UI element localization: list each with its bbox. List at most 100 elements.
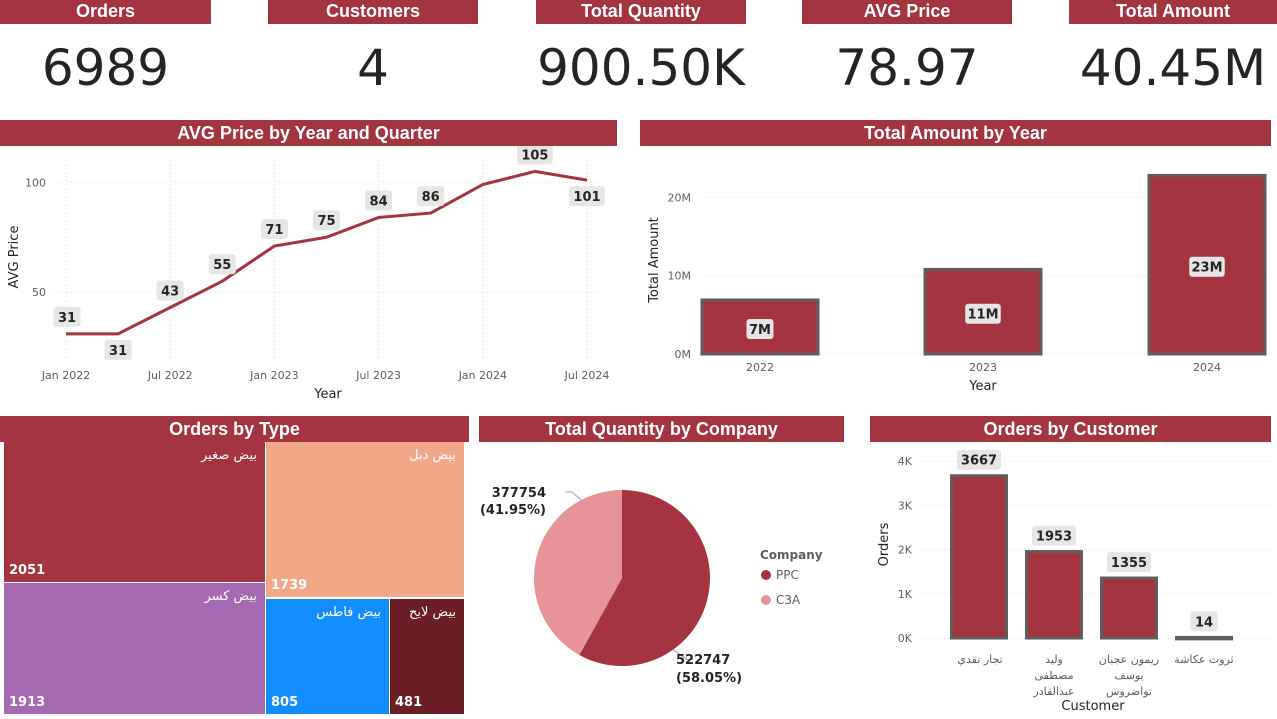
y-axis-title: AVG Price xyxy=(7,226,22,289)
data-label: 3667 xyxy=(957,449,1001,470)
x-tick-label: ثروت عكاشة xyxy=(1174,653,1233,666)
data-label: 31 xyxy=(104,339,132,360)
y-tick-label: 20M xyxy=(668,191,692,204)
data-label: 75 xyxy=(313,210,340,231)
data-label-bg xyxy=(365,190,393,211)
data-label: 14 xyxy=(1190,611,1218,632)
kpi-avg-price-header: AVG Price xyxy=(802,0,1012,24)
y-tick-label: 10M xyxy=(668,270,692,283)
x-tick-label: وليد xyxy=(1045,653,1063,666)
data-label-bg xyxy=(965,303,1001,324)
orders-by-customer-bar-chart[interactable]: 0K 1K 2K 3K 4K Orders Customer 3667 تجار نقدي 195… xyxy=(870,442,1277,719)
data-label: 1953 xyxy=(1032,525,1076,546)
pie-chart-title: Total Quantity by Company xyxy=(479,416,844,442)
data-label-bg xyxy=(746,318,774,339)
legend-item[interactable]: C3A xyxy=(776,593,801,607)
series-line[interactable] xyxy=(66,169,588,336)
bar[interactable] xyxy=(1175,635,1233,641)
data-label-bg xyxy=(569,186,605,207)
data-label-bg xyxy=(517,146,553,165)
data-label: 31 xyxy=(53,306,81,327)
treemap-cell-value: 2051 xyxy=(9,563,46,578)
total-quantity-pie-chart[interactable]: 522747 (58.05%) 377754 (41.95%) Company PPC C3… xyxy=(479,442,849,719)
kpi-total-quantity-value: 900.50K xyxy=(537,39,745,97)
x-tick-label: Jul 2023 xyxy=(355,369,401,382)
x-tick-label: يوسف xyxy=(1114,669,1143,682)
treemap-cell[interactable]: بيض فاطس 805 xyxy=(266,599,389,714)
data-label: 55 xyxy=(208,254,236,275)
legend-item[interactable]: PPC xyxy=(776,568,799,582)
data-label: 23M xyxy=(1189,256,1225,277)
total-amount-bar-chart[interactable]: 0M 10M 20M Total Amount Year 2022 7M 2023 11M 202… xyxy=(640,146,1277,410)
treemap-cell-value: 805 xyxy=(271,695,299,710)
x-tick-label: تجار نقدي xyxy=(957,653,1002,666)
data-label-bg xyxy=(156,280,184,301)
data-label: 86 xyxy=(417,186,445,207)
data-label-bg xyxy=(104,339,132,360)
bar[interactable] xyxy=(950,474,1008,640)
treemap-cell[interactable]: بيض دبل 1739 xyxy=(266,442,464,597)
customer-bar-chart-title: Orders by Customer xyxy=(870,416,1271,442)
treemap-cell[interactable]: بيض لايح 481 xyxy=(390,599,464,714)
x-tick-label: عبدالقادر xyxy=(1032,685,1074,698)
bar[interactable] xyxy=(1025,550,1083,640)
data-label-bg xyxy=(313,210,340,231)
data-label-bg xyxy=(417,186,445,207)
x-tick-label: Jul 2024 xyxy=(564,369,610,382)
orders-treemap[interactable]: بيض صغير 2051 بيض دبل 1739 بيض كسر 1913 … xyxy=(0,442,470,719)
data-label: 71 xyxy=(260,219,288,240)
pie-percent-label: (41.95%) xyxy=(480,503,546,518)
avg-price-line-chart[interactable]: Jan 2022 Jul 2022 Jan 2023 Jul 2023 Jan 2024… xyxy=(0,146,620,410)
treemap-cell-value: 1739 xyxy=(271,578,308,593)
data-label-bg xyxy=(957,449,1001,470)
data-label: 43 xyxy=(156,280,184,301)
x-tick-label: Jul 2022 xyxy=(147,369,193,382)
kpi-customers-value: 4 xyxy=(357,39,389,97)
x-tick-label: 2024 xyxy=(1193,361,1221,374)
x-tick-label: 2023 xyxy=(969,361,997,374)
data-label-text: 31 xyxy=(58,311,76,326)
bar[interactable] xyxy=(1100,576,1158,640)
x-tick-label: 2022 xyxy=(746,361,774,374)
x-tick-label: Jan 2022 xyxy=(41,369,90,382)
pie-percent-label: (58.05%) xyxy=(676,671,742,686)
data-label-bg xyxy=(1032,525,1076,546)
legend-marker xyxy=(761,570,771,580)
data-label-text: 11M xyxy=(967,308,998,323)
treemap-cell[interactable]: بيض صغير 2051 xyxy=(4,442,265,582)
data-label-text: 86 xyxy=(422,190,440,205)
pie-value-label: 522747 xyxy=(676,653,730,668)
data-label-text: 105 xyxy=(521,148,548,163)
pie-slice[interactable] xyxy=(579,490,710,666)
data-label: 11M xyxy=(965,303,1001,324)
kpi-orders-value: 6989 xyxy=(41,39,170,97)
data-label-text: 31 xyxy=(109,344,127,359)
treemap-cell[interactable]: بيض كسر 1913 xyxy=(4,583,265,714)
kpi-total-quantity-header: Total Quantity xyxy=(536,0,746,24)
data-label: 105 xyxy=(517,146,553,165)
treemap-cell-label: بيض لايح xyxy=(408,605,456,620)
data-label-text: 101 xyxy=(573,190,600,205)
data-label: 7M xyxy=(746,318,774,339)
x-axis-title: Year xyxy=(313,387,342,402)
x-tick-label: Jan 2023 xyxy=(249,369,298,382)
data-label-bg xyxy=(53,306,81,327)
y-tick-label: 50 xyxy=(32,286,46,299)
treemap-cell-value: 481 xyxy=(395,695,423,710)
leader-line xyxy=(672,649,694,661)
pie-value-label: 377754 xyxy=(492,486,546,501)
treemap-cell-label: بيض دبل xyxy=(409,448,456,463)
data-label-text: 14 xyxy=(1195,615,1213,630)
y-axis-title: Orders xyxy=(877,522,892,566)
kpi-orders-header: Orders xyxy=(0,0,211,24)
kpi-customers-header: Customers xyxy=(268,0,478,24)
pie-slice[interactable] xyxy=(534,490,622,655)
x-tick-label: تواضروس xyxy=(1106,685,1152,698)
data-label-bg xyxy=(1189,256,1225,277)
data-label-bg xyxy=(1190,611,1218,632)
y-tick-label: 2K xyxy=(898,544,913,557)
data-label-text: 55 xyxy=(213,258,231,273)
kpi-total-amount-header: Total Amount xyxy=(1069,0,1277,24)
x-axis-title: Year xyxy=(968,379,997,394)
x-tick-label: Jan 2024 xyxy=(458,369,507,382)
